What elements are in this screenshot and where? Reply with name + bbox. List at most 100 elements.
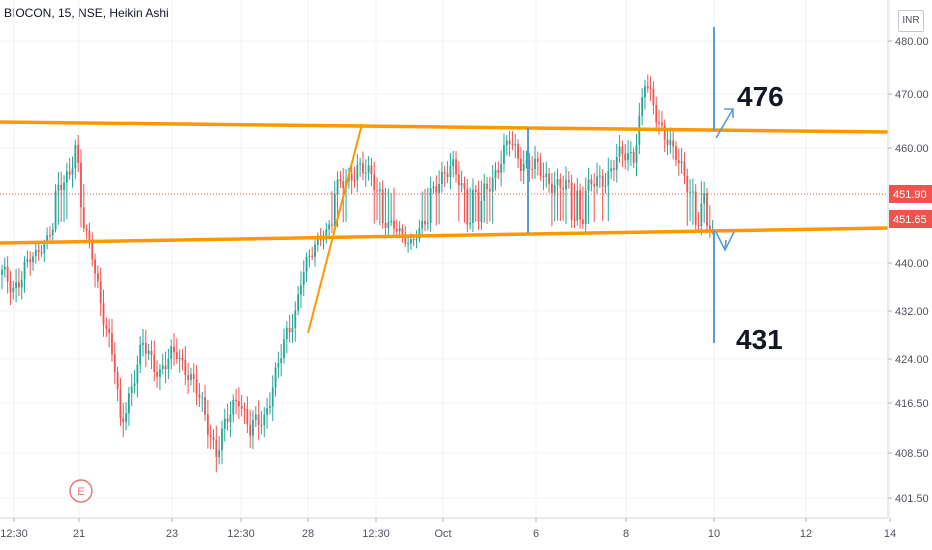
candle-body: [204, 397, 206, 415]
target-up-label: 476: [737, 81, 784, 112]
candle-body: [548, 173, 550, 184]
candle-body: [342, 181, 345, 189]
candle-body: [443, 171, 446, 174]
candle-body: [517, 144, 519, 159]
candle-body: [232, 399, 235, 415]
candle-body: [280, 358, 283, 364]
candle-body: [153, 355, 156, 372]
candle-body: [3, 266, 6, 270]
currency-badge[interactable]: INR: [898, 10, 924, 32]
candle-body: [167, 358, 170, 370]
candle-body: [649, 88, 652, 90]
candle-body: [604, 185, 607, 187]
candle-body: [209, 434, 212, 438]
candle-body: [178, 357, 181, 359]
candle-body: [26, 259, 29, 262]
candle-body: [607, 170, 610, 186]
candle-body: [91, 241, 94, 260]
grid-lines: [0, 0, 891, 518]
candle-body: [46, 235, 49, 244]
candle-body: [156, 371, 158, 377]
candle-body: [407, 243, 409, 245]
candle-body: [466, 188, 469, 225]
x-tick-label: 6: [533, 528, 539, 540]
candle-body: [218, 450, 221, 457]
candle-body: [51, 229, 54, 236]
candle-body: [576, 190, 579, 221]
candle-body: [613, 168, 615, 170]
candle-body: [441, 171, 443, 184]
candle-body: [305, 256, 308, 272]
y-tick-label: 408.50: [895, 448, 929, 460]
candle-body: [457, 174, 460, 186]
candle-body: [373, 174, 376, 191]
candle-body: [68, 171, 71, 175]
candle-body: [94, 259, 96, 274]
candle-body: [111, 333, 113, 355]
price-tag-label: 451.90: [893, 189, 927, 201]
y-tick-label: 401.50: [895, 493, 929, 505]
candle-body: [223, 418, 226, 429]
candle-body: [415, 239, 418, 241]
candle-body: [376, 190, 378, 192]
x-tick-label: 10: [708, 528, 720, 540]
candle-body: [339, 179, 342, 182]
candle-body: [108, 328, 111, 334]
time-axis: 12:30 21 23 12:30 28 12:30 Oct 6 8 10 12 14: [0, 517, 896, 540]
candle-body: [29, 259, 32, 263]
candle-body: [697, 224, 700, 227]
price-tag: [889, 185, 932, 203]
candle-body: [173, 346, 175, 353]
candle-body: [412, 239, 415, 241]
candle-body: [452, 159, 455, 167]
candle-body: [322, 239, 325, 241]
candle-body: [240, 406, 243, 409]
candle-body: [139, 344, 142, 365]
candle-body: [266, 408, 268, 415]
candle-body: [243, 408, 246, 410]
candle-body: [424, 220, 426, 225]
candle-body: [610, 168, 613, 171]
candle-body: [49, 235, 51, 237]
candle-body: [161, 365, 164, 369]
candle-body: [522, 163, 525, 171]
candle-body: [590, 179, 593, 185]
candle-body: [43, 243, 46, 254]
candle-body: [54, 191, 57, 230]
candle-body: [669, 140, 672, 145]
candle-body: [23, 261, 26, 280]
candle-body: [472, 189, 474, 223]
candle-body: [393, 220, 395, 229]
candle-body: [686, 175, 689, 193]
candle-body: [119, 389, 122, 418]
x-tick-label: 12:30: [227, 528, 255, 540]
candle-body: [694, 191, 697, 225]
candle-body: [497, 170, 500, 173]
candle-body: [551, 183, 553, 194]
candle-body: [390, 220, 393, 223]
candle-body: [260, 424, 263, 426]
candle-body: [105, 324, 108, 329]
candle-body: [294, 310, 297, 328]
target-down-label: 431: [736, 324, 783, 355]
candle-body: [283, 339, 285, 359]
candle-body: [474, 189, 477, 193]
candle-body: [331, 224, 333, 226]
candle-body: [246, 408, 249, 425]
candle-body: [150, 350, 153, 356]
y-tick-label: 416.50: [895, 398, 929, 410]
candle-body: [469, 222, 472, 225]
candle-body: [641, 97, 644, 116]
candle-body: [655, 104, 658, 123]
candle-body: [534, 158, 536, 170]
candle-body: [37, 249, 40, 253]
candle-body: [429, 188, 432, 223]
candle-body: [706, 193, 708, 226]
candle-body: [435, 186, 438, 193]
candle-body: [170, 346, 173, 359]
candle-body: [187, 375, 190, 381]
candle-body: [18, 282, 20, 288]
earnings-marker-label: E: [77, 486, 84, 498]
